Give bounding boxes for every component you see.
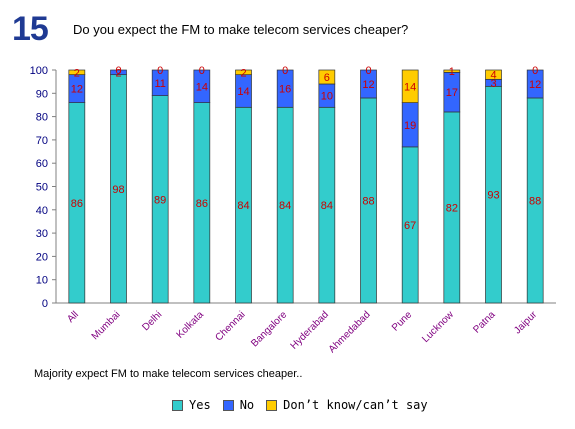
data-label-dontknow: 0: [532, 65, 538, 77]
data-label-yes: 84: [321, 200, 333, 212]
y-tick-label: 40: [36, 205, 48, 217]
data-label-dontknow: 14: [404, 81, 416, 93]
bar-segment-no: [360, 69, 377, 99]
data-label-yes: 82: [446, 202, 458, 214]
data-label-no: 14: [237, 86, 249, 98]
data-label-no: 2: [115, 67, 121, 79]
legend-swatch-yes: [172, 399, 183, 411]
y-tick-label: 90: [36, 88, 48, 100]
data-label-yes: 98: [112, 184, 124, 196]
bar-segment-dontknow: [235, 69, 252, 76]
data-label-dontknow: 4: [490, 70, 496, 82]
data-label-no: 11: [154, 78, 165, 90]
data-label-yes: 86: [71, 198, 83, 210]
question-number: 15: [12, 10, 49, 48]
y-tick-label: 60: [36, 158, 48, 170]
legend-swatch-no: [222, 399, 234, 411]
bar-segment-dontknow: [68, 69, 86, 76]
x-tick-label: Lucknow: [420, 309, 456, 345]
y-tick-label: 0: [42, 298, 48, 310]
bar-segment-no: [526, 69, 544, 99]
y-tick-label: 70: [36, 135, 48, 147]
x-tick-label: Ahmedabad: [327, 309, 373, 355]
data-label-yes: 84: [237, 200, 249, 212]
data-label-yes: 86: [196, 198, 208, 210]
x-tick-label: Kolkata: [175, 309, 207, 341]
bar-segment-dontknow: [401, 69, 419, 103]
data-label-no: 12: [362, 79, 374, 91]
data-label-dontknow: 0: [365, 65, 371, 77]
data-label-no: 12: [71, 84, 83, 96]
data-label-no: 12: [529, 79, 541, 91]
x-tick-label: Hyderabad: [289, 309, 331, 351]
bar-segment-no: [276, 69, 294, 108]
legend-item-dontknow: Don’t know/can’t say: [266, 398, 428, 412]
y-tick-label: 10: [36, 275, 48, 287]
data-label-no: 16: [279, 84, 291, 96]
data-label-no: 19: [404, 120, 416, 132]
data-label-yes: 89: [154, 194, 166, 206]
data-label-dontknow: 0: [282, 65, 288, 77]
legend-swatch-dontknow: [266, 399, 278, 411]
bar-segment-no: [110, 69, 127, 76]
y-tick-label: 30: [36, 228, 48, 240]
data-label-dontknow: 2: [240, 67, 246, 79]
data-label-dontknow: 0: [199, 65, 205, 77]
data-label-yes: 84: [279, 200, 291, 212]
x-tick-label: All: [65, 309, 81, 325]
data-label-dontknow: 6: [324, 72, 330, 84]
legend-item-no: No: [222, 398, 255, 412]
legend-label-yes: Yes: [189, 398, 211, 412]
data-label-yes: 88: [362, 195, 374, 207]
chart-legend: Yes No Don’t know/can’t say: [172, 398, 440, 412]
data-label-yes: 88: [529, 195, 541, 207]
data-label-no: 14: [196, 81, 208, 93]
y-tick-label: 20: [36, 251, 48, 263]
x-tick-label: Jaipur: [512, 309, 540, 337]
data-label-dontknow: 0: [157, 65, 163, 77]
data-label-dontknow: 2: [74, 67, 80, 79]
data-label-no: 3: [490, 78, 496, 90]
data-label-yes: 67: [404, 220, 416, 232]
summary-note: Majority expect FM to make telecom servi…: [34, 368, 303, 380]
y-tick-label: 50: [36, 182, 48, 194]
legend-label-dontknow: Don’t know/can’t say: [283, 398, 428, 412]
legend-item-yes: Yes: [172, 398, 211, 412]
bar-segment-no: [193, 69, 211, 103]
x-tick-label: Pune: [390, 309, 415, 334]
stacked-bar-chart: 010203040506070809010086122All9820Mumbai…: [30, 65, 556, 355]
data-label-yes: 93: [487, 190, 499, 202]
legend-label-no: No: [239, 398, 255, 412]
data-label-dontknow: 0: [115, 65, 121, 77]
bar-segment-dontknow: [485, 69, 502, 80]
bar-segment-dontknow: [443, 69, 461, 73]
x-tick-label: Mumbai: [90, 309, 123, 342]
question-text: Do you expect the FM to make telecom ser…: [73, 22, 409, 37]
x-tick-label: Chennai: [213, 309, 247, 343]
bar-segment-dontknow: [318, 69, 336, 85]
y-tick-label: 80: [36, 112, 48, 124]
x-tick-label: Patna: [471, 309, 498, 336]
data-label-no: 17: [446, 87, 458, 99]
data-label-dontknow: 1: [449, 66, 455, 78]
x-tick-label: Bangalore: [249, 309, 289, 349]
x-tick-label: Delhi: [140, 309, 164, 333]
bar-segment-no: [151, 69, 169, 96]
y-tick-label: 100: [30, 65, 48, 77]
data-label-no: 10: [321, 91, 333, 103]
